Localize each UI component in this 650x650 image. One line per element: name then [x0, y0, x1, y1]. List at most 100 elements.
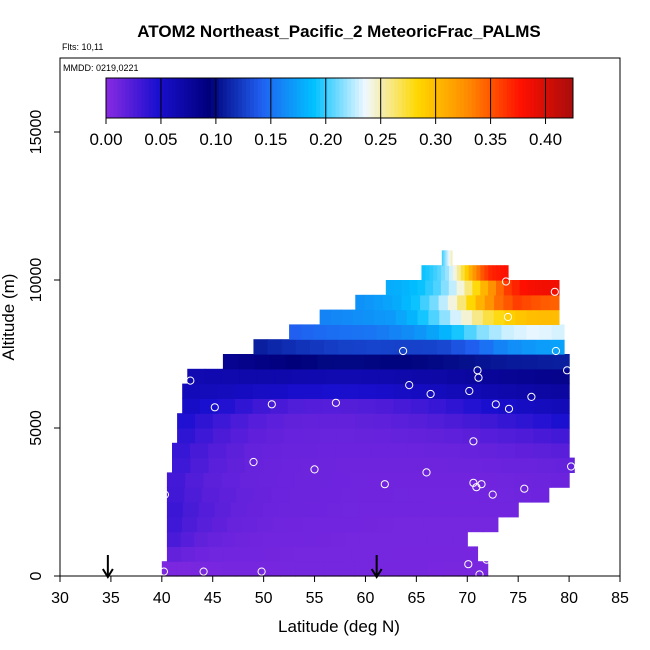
heat-cell	[516, 398, 535, 414]
heat-cell	[514, 472, 534, 488]
heat-cell	[343, 368, 362, 385]
heat-cell	[421, 265, 426, 281]
heat-cell	[425, 265, 430, 281]
heat-cell	[330, 309, 342, 325]
colorbar-segment	[358, 78, 364, 118]
sample-point	[159, 567, 168, 576]
heat-cell	[221, 561, 237, 577]
heat-cell	[246, 502, 264, 518]
colorbar-segment	[401, 78, 407, 118]
colorbar-segment	[141, 78, 146, 118]
heat-cell	[445, 265, 450, 281]
heat-cell	[198, 502, 216, 518]
x-tick-label: 85	[611, 590, 629, 607]
heat-cell	[266, 428, 285, 444]
heat-cell	[412, 368, 431, 385]
heat-cell	[196, 516, 213, 533]
x-tick-label: 40	[153, 590, 171, 607]
heat-cell	[291, 368, 310, 385]
heat-cell	[166, 472, 186, 488]
heat-cell	[535, 339, 551, 355]
heat-cell	[422, 502, 439, 518]
heat-cell	[299, 457, 319, 473]
colorbar-segment	[277, 78, 282, 118]
colorbar-tick-label: 0.40	[529, 130, 562, 149]
heat-cell	[301, 428, 321, 444]
colorbar-segment	[475, 78, 481, 118]
heat-cell	[390, 502, 408, 518]
heat-cell	[428, 398, 447, 414]
heat-cell	[504, 309, 517, 325]
heat-cell	[417, 280, 426, 296]
heat-cell	[337, 428, 356, 444]
sample-point	[469, 437, 478, 446]
heat-cell	[512, 294, 523, 311]
heat-cell	[514, 487, 532, 503]
heat-cell	[495, 280, 505, 296]
heat-cell	[244, 442, 263, 459]
heat-cell	[430, 368, 449, 385]
colorbar-segment	[561, 78, 566, 118]
sample-point	[503, 312, 513, 322]
colorbar-segment	[456, 78, 461, 118]
heat-cell	[548, 309, 560, 325]
heat-cell	[339, 324, 353, 340]
heat-cell	[289, 531, 305, 547]
heat-cell	[551, 428, 570, 444]
heat-cell	[373, 413, 392, 429]
heat-cell	[190, 457, 210, 473]
heat-cell	[364, 294, 375, 311]
heat-cell	[449, 546, 464, 562]
heat-cell	[408, 339, 424, 355]
heat-cell	[295, 561, 311, 577]
heat-cell	[420, 294, 430, 311]
heat-cell	[433, 280, 442, 296]
sample-point	[249, 457, 258, 467]
heat-cell	[265, 546, 281, 562]
x-tick-label: 80	[560, 590, 578, 607]
colorbar-segment	[148, 78, 154, 118]
colorbar-tick-label: 0.35	[474, 130, 507, 149]
heat-cell	[447, 294, 458, 311]
colorbar-segment	[300, 78, 305, 118]
heat-cell	[334, 442, 354, 459]
heat-cell	[551, 442, 570, 459]
heat-cell	[531, 294, 541, 311]
heat-cell	[266, 413, 285, 429]
sample-point	[488, 490, 497, 499]
colorbar-segment	[327, 78, 333, 118]
heat-cell	[399, 531, 414, 547]
heat-cell	[429, 265, 434, 281]
heat-cell	[497, 413, 517, 429]
heat-cell	[344, 531, 359, 547]
heat-cell	[177, 413, 196, 429]
heat-cell	[479, 339, 495, 355]
heat-cell	[208, 457, 228, 473]
heat-cell	[490, 354, 507, 370]
heat-cell	[424, 442, 444, 459]
heat-cell	[316, 442, 336, 459]
heat-cell	[417, 309, 429, 325]
heat-cell	[326, 502, 344, 518]
x-axis: 30 35 40 45 50 55 60 65 70 75 80 85	[51, 576, 629, 607]
heat-cell	[543, 280, 552, 296]
heat-cell	[515, 309, 527, 325]
colorbar-segment	[261, 78, 267, 118]
colorbar-segment	[526, 78, 531, 118]
heat-cell	[458, 354, 476, 370]
heat-cell	[177, 428, 196, 444]
sample-point	[473, 366, 482, 375]
sample-point	[527, 392, 536, 401]
heat-cell	[256, 368, 275, 385]
heat-cell	[341, 309, 353, 325]
heat-cell	[436, 339, 452, 355]
heat-cell	[305, 383, 324, 399]
heat-cell	[495, 472, 515, 488]
heat-cell	[322, 546, 337, 562]
heat-cell	[278, 502, 296, 518]
heat-cell	[428, 561, 444, 577]
heat-cell	[385, 531, 400, 547]
colorbar-segment	[304, 78, 309, 118]
colorbar-segment	[234, 78, 239, 118]
heat-cell	[337, 413, 356, 429]
